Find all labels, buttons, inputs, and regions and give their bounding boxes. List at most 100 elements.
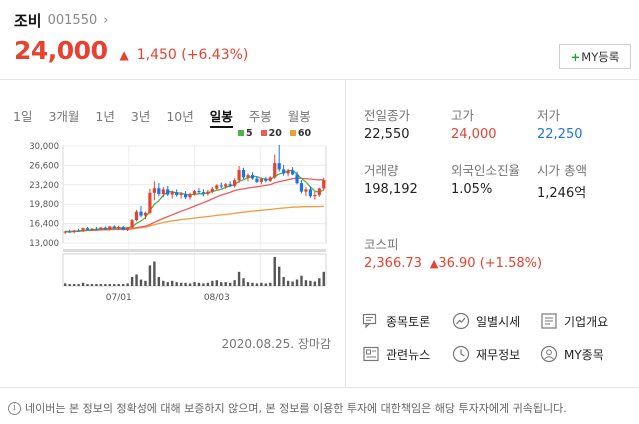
candle-body [250, 175, 255, 179]
volume-bar [233, 280, 236, 286]
volume-bar [242, 278, 245, 286]
candle-body [63, 231, 67, 233]
stat-low: 저가 22,250 [537, 107, 617, 142]
y-tick-label: 26,600 [29, 161, 59, 171]
volume-bar [153, 261, 156, 286]
volume-bar [135, 274, 138, 286]
stat-prev-close: 전일종가 22,550 [364, 107, 444, 142]
stock-code[interactable]: 001550 [47, 13, 98, 28]
tab-1y[interactable]: 1년 [95, 109, 115, 124]
candle-body [313, 195, 317, 197]
candle-body [219, 185, 223, 187]
stock-name[interactable]: 조비 [14, 12, 42, 30]
volume-bar [130, 276, 134, 286]
tab-monthly[interactable]: 월봉 [287, 109, 311, 124]
volume-bar [184, 282, 187, 286]
up-triangle-icon: ▲ [119, 48, 129, 62]
candle-body [237, 169, 241, 181]
candle-body [197, 191, 201, 193]
candle-body [282, 169, 286, 174]
volume-bar [126, 283, 129, 286]
candle-body [108, 226, 112, 230]
my-register-label: MY등록 [581, 49, 620, 64]
candle-body [134, 211, 139, 221]
candle-body [290, 170, 295, 175]
volume-bar [166, 282, 169, 286]
candle-body [233, 180, 237, 186]
info-icon: i [8, 401, 21, 415]
tab-daily[interactable]: 일봉 [209, 106, 233, 128]
volume-bar [237, 271, 241, 286]
bottom-divider [0, 387, 639, 388]
volume-bar [68, 284, 71, 286]
tab-weekly[interactable]: 주봉 [248, 109, 272, 124]
tab-3y[interactable]: 3년 [130, 109, 151, 124]
candle-body [90, 228, 94, 230]
stat-value: 1.05% [451, 182, 493, 197]
volume-bar [295, 279, 299, 286]
volume-bar [90, 284, 94, 286]
link-news[interactable]: 관련뉴스 [362, 345, 430, 363]
tab-3m[interactable]: 3개월 [48, 109, 80, 124]
volume-bar [206, 282, 210, 286]
disclaimer-text: 네이버는 본 정보의 정확성에 대해 보증하지 않으며, 본 정보를 이용한 투… [25, 402, 567, 415]
volume-bar [162, 280, 165, 286]
kospi-change: 36.90 (+1.58%) [438, 256, 543, 271]
volume-bar [197, 282, 201, 286]
link-my-stocks[interactable]: MY종목 [540, 345, 604, 363]
volume-bar [86, 284, 89, 286]
volume-bar [193, 282, 196, 286]
volume-bar [211, 280, 214, 286]
link-daily-price[interactable]: 일별시세 [452, 312, 520, 330]
stock-header[interactable]: 조비 001550 › [14, 10, 108, 31]
volume-bar [313, 281, 317, 286]
candle-body [72, 230, 76, 233]
candle-body [77, 230, 81, 232]
stat-volume: 거래량 198,192 [364, 162, 444, 197]
period-tabs: 1일 3개월 1년 3년 10년 일봉 주봉 월봉 [13, 106, 327, 128]
volume-bar [260, 282, 263, 286]
volume-bar [273, 257, 276, 286]
candle-body [117, 227, 121, 229]
candle-body [259, 179, 263, 182]
volume-bar [228, 282, 232, 286]
volume-bar [179, 282, 183, 286]
stat-high: 고가 24,000 [451, 107, 531, 142]
y-tick-label: 13,000 [29, 239, 59, 249]
volume-bar [77, 284, 80, 286]
x-tick-label: 08/03 [204, 293, 230, 303]
candle-body [201, 192, 206, 194]
current-price: 24,000 [14, 36, 108, 65]
y-tick-label: 30,000 [29, 142, 59, 152]
link-label: MY종목 [564, 347, 604, 362]
company-icon [541, 313, 557, 329]
link-discussion[interactable]: 종목토론 [362, 312, 430, 330]
link-label: 종목토론 [386, 314, 431, 329]
volume-bar [95, 284, 98, 286]
stat-label: 저가 [537, 108, 561, 123]
link-financial[interactable]: 재무정보 [452, 345, 520, 363]
top-divider [0, 79, 639, 80]
volume-bar [264, 283, 268, 286]
link-label: 관련뉴스 [386, 347, 431, 362]
stat-value: 22,550 [364, 127, 410, 142]
price-chart[interactable]: 30,000 26,600 23,200 19,800 16,400 13,000 07/0… [0, 0, 345, 330]
candle-body [121, 227, 125, 230]
link-company[interactable]: 기업개요 [540, 312, 608, 330]
candle-body [241, 169, 246, 178]
stat-foreign-ratio: 외국인소진율 1.05% [451, 162, 521, 197]
kospi-value: 2,366.73 [364, 256, 422, 271]
volume-bar [171, 280, 174, 286]
chevron-right-icon[interactable]: › [103, 13, 109, 28]
volume-bar [139, 279, 143, 286]
chart-legend: 5 20 60 [238, 128, 311, 139]
person-icon [540, 345, 558, 363]
tab-1d[interactable]: 1일 [13, 109, 33, 124]
candle-body [188, 194, 192, 198]
my-register-button[interactable]: + MY등록 [559, 44, 631, 69]
candle-body [304, 189, 308, 192]
candle-body [161, 189, 165, 194]
tab-10y[interactable]: 10년 [166, 109, 194, 124]
candle-body [228, 184, 232, 186]
volume-bar [322, 271, 325, 286]
